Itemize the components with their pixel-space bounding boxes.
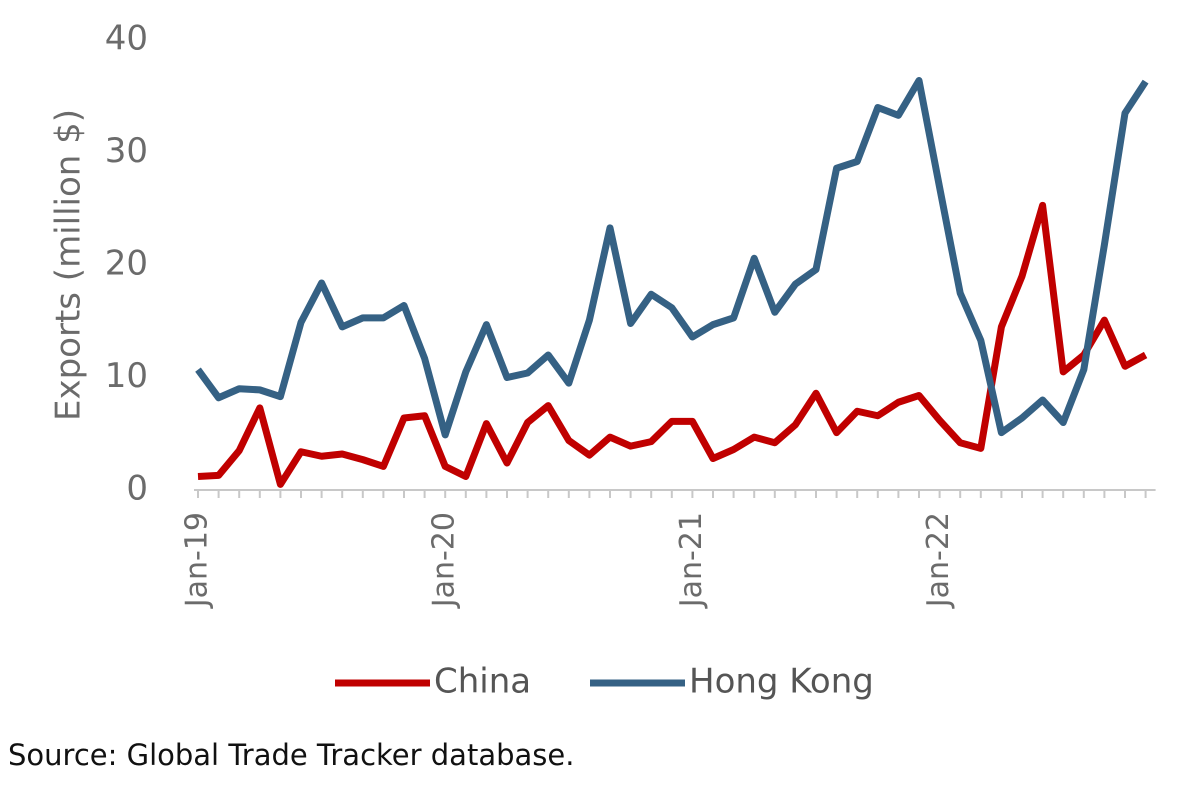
y-tick-label: 20 bbox=[105, 244, 148, 284]
y-tick-label: 30 bbox=[105, 131, 148, 171]
y-tick-label: 40 bbox=[105, 19, 148, 59]
source-note: Source: Global Trade Tracker database. bbox=[8, 738, 574, 772]
x-tick-label: Jan-21 bbox=[674, 512, 709, 609]
x-tick-label: Jan-22 bbox=[921, 512, 956, 609]
series-line bbox=[195, 77, 1149, 439]
x-tick-label: Jan-20 bbox=[427, 512, 462, 609]
legend-label: Hong Kong bbox=[689, 662, 874, 702]
y-axis-label: Exports (million $) bbox=[49, 109, 89, 421]
series-line bbox=[197, 201, 1148, 488]
y-tick-label: 0 bbox=[126, 469, 148, 509]
x-tick-label: Jan-19 bbox=[180, 512, 215, 609]
y-tick-label: 10 bbox=[105, 356, 148, 396]
legend-label: China bbox=[434, 662, 531, 702]
